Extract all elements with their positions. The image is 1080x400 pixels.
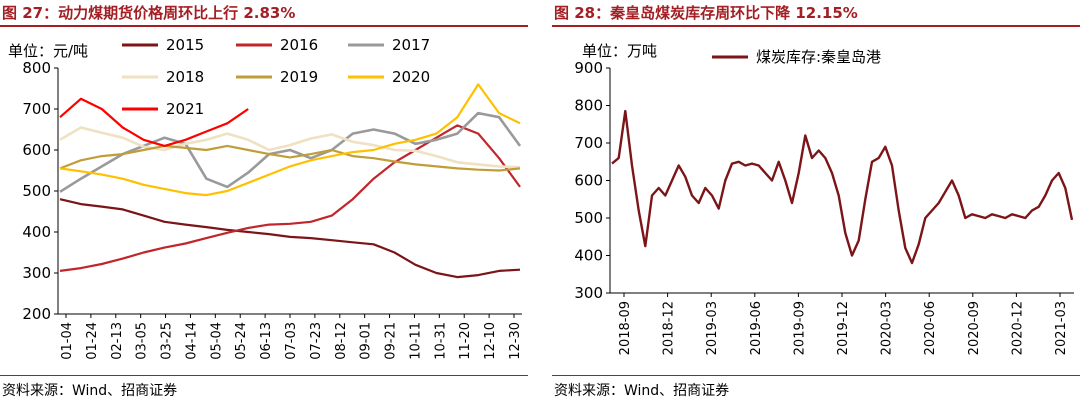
x-tick-label: 2020-03 (880, 301, 895, 355)
y-tick-label: 200 (22, 305, 51, 323)
y-tick-label: 800 (22, 59, 51, 77)
legend-label: 2018 (166, 68, 204, 86)
x-tick-label: 10-31 (433, 322, 448, 360)
source-note: 资料来源：Wind、招商证券 (554, 383, 730, 399)
x-tick-label: 2020-09 (967, 301, 982, 355)
chart-title: 图 27：动力煤期货价格周环比上行 2.83% (2, 4, 296, 22)
legend-label: 2017 (392, 36, 430, 54)
y-tick-label: 500 (574, 209, 603, 227)
series-line-2016 (59, 124, 521, 272)
x-tick-label: 10-11 (408, 322, 423, 360)
x-tick-label: 03-05 (135, 322, 150, 360)
left-panel: 图 27：动力煤期货价格周环比上行 2.83% 800 700 600 500 400 3… (0, 0, 528, 400)
x-tick-label: 2018-09 (618, 301, 633, 355)
legend-label: 2016 (280, 36, 318, 54)
x-tick-label: 05-24 (234, 322, 249, 360)
inventory-chart: 900 800 700 600 500 400 300 2018-09 2018-12 2019-… (574, 42, 1074, 355)
footer-divider (0, 375, 528, 376)
legend-label: 煤炭库存:秦皇岛港 (756, 48, 881, 66)
x-tick-label: 09-01 (359, 322, 374, 360)
x-tick-label: 2019-09 (792, 301, 807, 355)
y-tick-label: 900 (574, 59, 603, 77)
x-tick-label: 2018-12 (662, 301, 677, 355)
x-tick-label: 08-12 (334, 322, 349, 360)
legend-label: 2019 (280, 68, 318, 86)
y-tick-label: 300 (574, 284, 603, 302)
x-tick-label: 04-14 (184, 322, 199, 360)
x-tick-label: 2019-12 (836, 301, 851, 355)
y-tick-label: 400 (22, 223, 51, 241)
legend-label: 2015 (166, 36, 204, 54)
x-tick-label: 2019-03 (705, 301, 720, 355)
y-tick-label: 600 (22, 141, 51, 159)
series-line-2021 (59, 97, 249, 147)
series-line-2015 (59, 198, 521, 279)
title-divider (0, 25, 528, 27)
x-tick-label: 07-23 (309, 322, 324, 360)
x-tick-label: 03-25 (160, 322, 175, 360)
x-tick-label: 2019-06 (749, 301, 764, 355)
y-tick-label: 400 (574, 247, 603, 265)
x-tick-label: 01-24 (85, 322, 100, 360)
right-panel: 图 28：秦皇岛煤炭库存周环比下降 12.15% 900 800 700 600 500… (552, 0, 1080, 400)
unit-label: 单位：元/吨 (8, 42, 88, 60)
x-tick-label: 12-10 (483, 322, 498, 360)
y-tick-label: 600 (574, 172, 603, 190)
x-tick-label: 2021-03 (1054, 301, 1069, 355)
x-tick-label: 2020-06 (923, 301, 938, 355)
x-tick-label: 11-20 (458, 322, 473, 360)
legend-label: 2021 (166, 100, 204, 118)
y-tick-label: 800 (574, 97, 603, 115)
y-tick-label: 700 (574, 134, 603, 152)
y-tick-label: 500 (22, 182, 51, 200)
footer-divider (552, 375, 1080, 376)
series-line-2019 (59, 144, 521, 172)
series-line-2018 (59, 126, 521, 169)
x-tick-label: 05-04 (209, 322, 224, 360)
x-tick-label: 07-03 (284, 322, 299, 360)
x-tick-label: 02-13 (110, 322, 125, 360)
x-tick-label: 09-21 (384, 322, 399, 360)
y-tick-label: 700 (22, 100, 51, 118)
y-tick-label: 300 (22, 264, 51, 282)
price-chart: 800 700 600 500 400 300 200 01-04 01-24 02-13 03-0… (8, 36, 523, 360)
source-note: 资料来源：Wind、招商证券 (2, 383, 178, 399)
x-tick-label: 2020-12 (1010, 301, 1025, 355)
series-line-2020 (59, 83, 521, 197)
series-line-2017 (59, 111, 522, 193)
unit-label: 单位：万吨 (582, 42, 657, 60)
title-divider (552, 25, 1080, 27)
chart-title: 图 28：秦皇岛煤炭库存周环比下降 12.15% (554, 4, 858, 22)
series-line-煤炭库存:秦皇岛港 (611, 109, 1074, 265)
x-tick-label: 01-04 (60, 322, 75, 360)
x-tick-label: 06-13 (259, 322, 274, 360)
legend-label: 2020 (392, 68, 430, 86)
x-tick-label: 12-30 (508, 322, 523, 360)
